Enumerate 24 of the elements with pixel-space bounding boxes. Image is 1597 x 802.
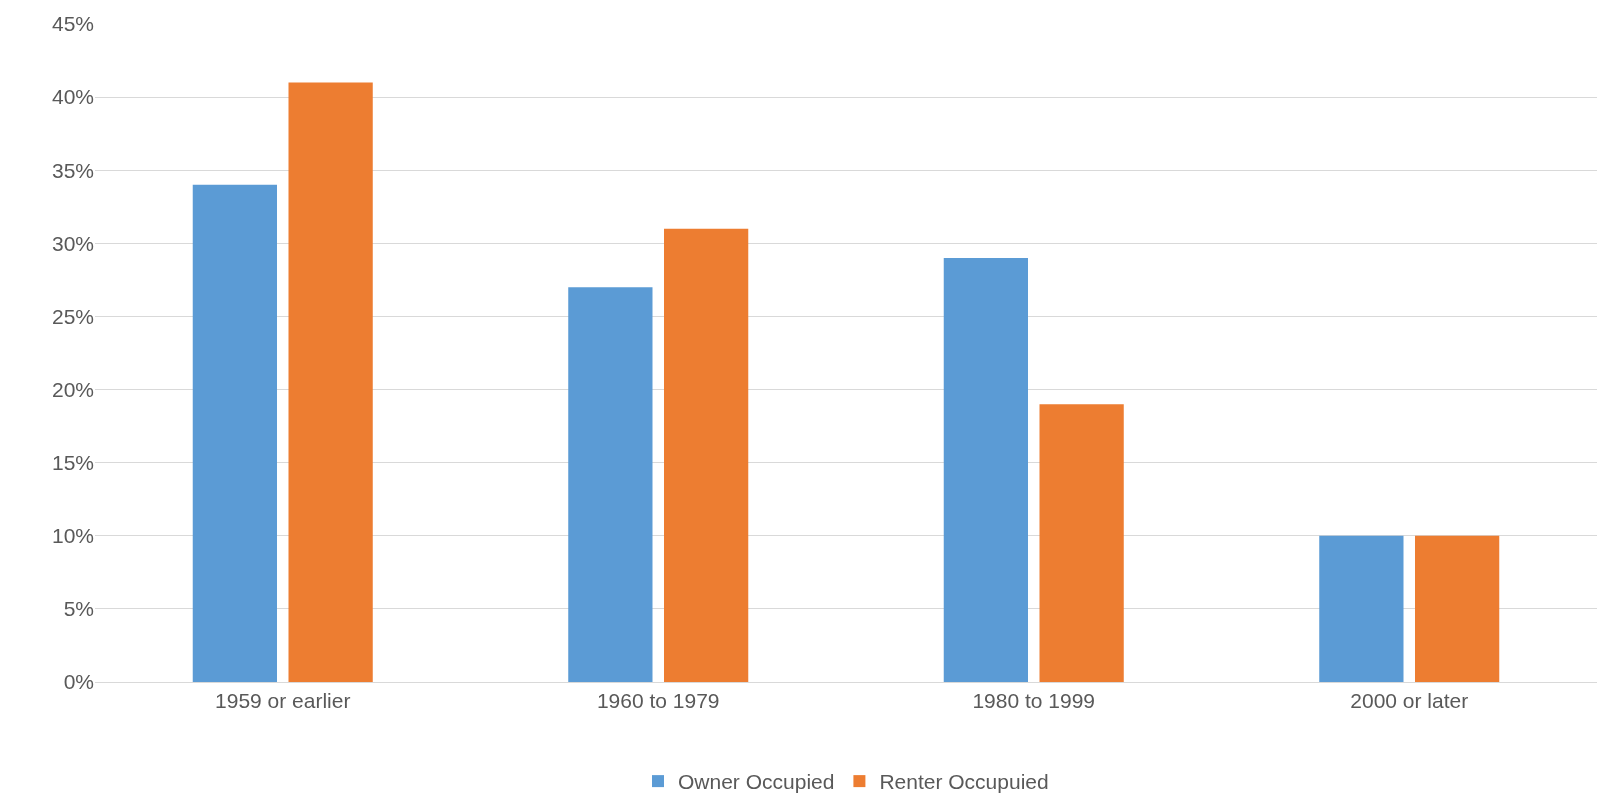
y-tick-label: 15%: [51, 451, 94, 475]
bar: [568, 287, 653, 682]
y-tick-label: 25%: [51, 304, 94, 328]
bar: [192, 184, 277, 682]
bar: [664, 228, 749, 682]
legend-label: Renter Occupuied: [879, 770, 1049, 794]
y-tick-label: 35%: [51, 158, 94, 182]
x-tick-label: 1960 to 1979: [596, 689, 720, 713]
x-tick-label: 1980 to 1999: [972, 689, 1096, 713]
legend-label: Owner Occupied: [678, 770, 835, 794]
y-tick-label: 0%: [63, 670, 94, 694]
x-tick-label: 1959 or earlier: [215, 689, 351, 713]
bar: [1319, 535, 1404, 682]
y-tick-label: 10%: [51, 524, 94, 548]
y-tick-label: 45%: [51, 12, 94, 36]
y-tick-label: 20%: [51, 377, 94, 401]
y-tick-label: 40%: [51, 85, 94, 109]
y-tick-label: 30%: [51, 231, 94, 255]
y-tick-label: 5%: [63, 597, 94, 621]
bar: [1415, 535, 1500, 682]
bar: [288, 82, 373, 682]
bar: [943, 257, 1028, 682]
bar: [1039, 404, 1124, 682]
x-tick-label: 2000 or later: [1350, 689, 1469, 713]
